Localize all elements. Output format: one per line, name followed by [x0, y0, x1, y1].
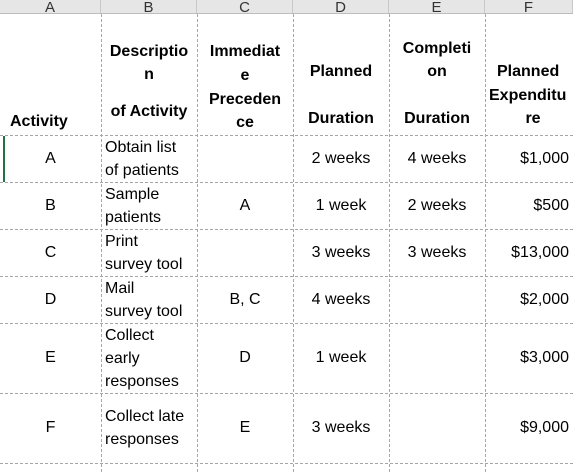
- column-header-e[interactable]: E: [389, 0, 485, 13]
- cell-completion-duration[interactable]: 2 weeks: [407, 197, 467, 214]
- cell-expenditure[interactable]: $3,000: [520, 349, 569, 366]
- cell-description-line[interactable]: Print: [105, 233, 138, 250]
- header-planned-duration-line2: Duration: [308, 110, 374, 127]
- column-header-c[interactable]: C: [197, 0, 293, 13]
- header-completion-duration-line3: Duration: [404, 110, 470, 127]
- cell-planned-duration[interactable]: 2 weeks: [311, 150, 371, 167]
- cell-description-line[interactable]: of patients: [105, 162, 179, 179]
- column-header-bar: A B C D E F: [0, 0, 573, 14]
- header-precedence-line2: e: [240, 67, 250, 84]
- header-description-line2: n: [144, 66, 154, 83]
- gridline: [293, 14, 294, 472]
- cell-expenditure[interactable]: $13,000: [511, 244, 569, 261]
- cell-activity[interactable]: A: [45, 150, 56, 167]
- gridline: [0, 276, 573, 277]
- column-header-a[interactable]: A: [0, 0, 101, 13]
- cell-description-line[interactable]: Obtain list: [105, 139, 177, 156]
- gridline: [0, 182, 573, 183]
- header-description-line1: Descriptio: [109, 43, 189, 60]
- cell-description-line[interactable]: responses: [105, 431, 179, 448]
- cell-expenditure[interactable]: $9,000: [520, 419, 569, 436]
- cell-planned-duration[interactable]: 4 weeks: [311, 291, 371, 308]
- cell-description-line[interactable]: Sample: [105, 186, 160, 203]
- header-precedence-line1: Immediat: [209, 43, 281, 60]
- cell-activity[interactable]: E: [45, 349, 56, 366]
- cell-activity[interactable]: D: [44, 291, 57, 308]
- gridline: [0, 135, 573, 136]
- cell-planned-duration[interactable]: 1 week: [315, 349, 367, 366]
- header-precedence-line4: ce: [236, 114, 254, 131]
- active-cell-indicator: [3, 136, 5, 182]
- gridline: [389, 14, 390, 472]
- cell-precedence[interactable]: A: [239, 197, 251, 214]
- column-header-b[interactable]: B: [101, 0, 197, 13]
- cell-description-line[interactable]: patients: [105, 209, 162, 226]
- cell-planned-duration[interactable]: 3 weeks: [311, 419, 371, 436]
- cell-activity[interactable]: C: [44, 244, 57, 261]
- cell-completion-duration[interactable]: 4 weeks: [407, 150, 467, 167]
- cell-description-line[interactable]: early: [105, 350, 140, 367]
- cell-description-line[interactable]: Collect late: [105, 408, 185, 425]
- header-activity[interactable]: Activity: [10, 113, 68, 130]
- header-expenditure-line3: re: [525, 110, 541, 127]
- cell-precedence[interactable]: B, C: [229, 291, 261, 308]
- gridline: [0, 393, 573, 394]
- cell-description-line[interactable]: survey tool: [105, 303, 183, 320]
- header-description-line3: of Activity: [110, 103, 188, 120]
- column-header-f[interactable]: F: [485, 0, 573, 13]
- cell-completion-duration[interactable]: 3 weeks: [407, 244, 467, 261]
- header-completion-duration-line2: on: [427, 63, 447, 80]
- gridline: [0, 323, 573, 324]
- header-precedence-line3: Preceden: [208, 91, 282, 108]
- cell-planned-duration[interactable]: 1 week: [315, 197, 367, 214]
- cell-activity[interactable]: F: [45, 419, 56, 436]
- gridline: [197, 14, 198, 472]
- cell-expenditure[interactable]: $2,000: [520, 291, 569, 308]
- header-planned-duration-line1: Planned: [309, 63, 373, 80]
- header-expenditure-line2: Expenditu: [489, 87, 567, 104]
- cell-precedence[interactable]: D: [239, 349, 251, 366]
- cell-description-line[interactable]: survey tool: [105, 256, 183, 273]
- column-header-d[interactable]: D: [293, 0, 389, 13]
- cell-description-line[interactable]: Collect: [105, 327, 154, 344]
- cell-description-line[interactable]: Mail: [105, 280, 135, 297]
- gridline: [101, 14, 102, 472]
- header-expenditure-line1: Planned: [497, 63, 560, 80]
- cell-expenditure[interactable]: $1,000: [520, 150, 569, 167]
- gridline: [485, 14, 486, 472]
- cell-expenditure[interactable]: $500: [533, 197, 569, 214]
- cell-description-line[interactable]: responses: [105, 373, 179, 390]
- header-completion-duration-line1: Completi: [402, 40, 472, 57]
- cell-precedence[interactable]: E: [239, 419, 251, 436]
- cell-planned-duration[interactable]: 3 weeks: [311, 244, 371, 261]
- cell-activity[interactable]: B: [45, 197, 56, 214]
- gridline: [0, 229, 573, 230]
- gridline: [0, 463, 573, 464]
